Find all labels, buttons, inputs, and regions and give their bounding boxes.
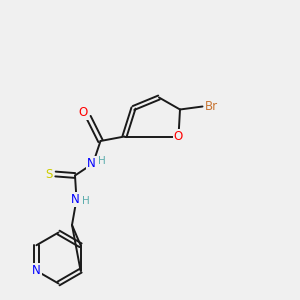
- Text: N: N: [32, 264, 41, 277]
- Text: H: H: [82, 196, 89, 206]
- Text: H: H: [98, 156, 106, 166]
- Text: N: N: [87, 157, 96, 170]
- Text: N: N: [70, 193, 80, 206]
- Text: S: S: [45, 167, 52, 181]
- Text: O: O: [174, 130, 183, 143]
- Text: O: O: [79, 106, 88, 119]
- Text: Br: Br: [205, 100, 218, 113]
